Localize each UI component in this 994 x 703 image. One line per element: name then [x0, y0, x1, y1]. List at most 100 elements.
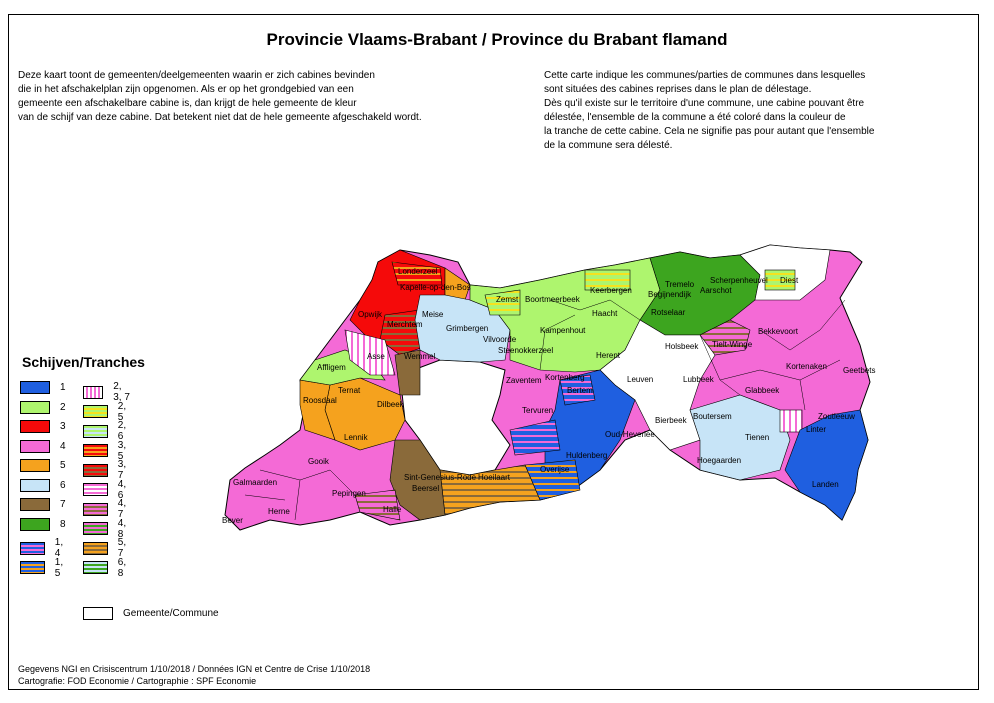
legend-item: 3, 5: [83, 440, 131, 462]
legend-label: 7: [60, 499, 66, 510]
legend-swatch: [20, 420, 50, 433]
place-label: Geetbets: [843, 366, 875, 375]
place-label: Zaventem: [506, 376, 542, 385]
legend-swatch: [83, 424, 108, 438]
place-label: Kortenaken: [786, 362, 827, 371]
legend-item: 8: [20, 517, 66, 531]
place-label: Beersel: [412, 484, 439, 493]
place-label: Merchtem: [387, 320, 423, 329]
place-label: Dilbeek: [377, 400, 405, 409]
region-leuven: [599, 319, 716, 451]
place-label: Tienen: [745, 433, 769, 442]
legend-swatch: [83, 463, 108, 477]
legend-item: 1: [20, 381, 66, 394]
legend-label: 4, 7: [117, 498, 127, 520]
legend-item: 4, 7: [83, 498, 131, 520]
place-label: Hoegaarden: [697, 456, 741, 465]
place-label: Bertem: [567, 386, 593, 395]
legend-label: 3, 5: [117, 439, 127, 462]
place-label: Halle: [383, 505, 402, 514]
place-label: Kampenhout: [540, 326, 586, 335]
legend-swatch: [20, 541, 45, 555]
legend-label: 3: [60, 421, 66, 432]
legend-swatch: [20, 498, 50, 511]
place-label: Haacht: [592, 309, 618, 318]
region-hoeilaart: [439, 464, 541, 516]
place-label: Aarschot: [700, 286, 732, 295]
legend-swatch: [20, 439, 50, 453]
legend-label: 6: [60, 479, 66, 491]
region-sint-genesius-rode: [389, 439, 446, 521]
legend-item: 4: [20, 439, 66, 453]
legend-label: 2, 5: [117, 400, 127, 423]
region-asse: [344, 329, 396, 376]
legend-item: 5, 7: [83, 537, 131, 559]
legend-item: 2: [20, 400, 66, 414]
legend-item: 6, 8: [83, 557, 131, 579]
place-label: Bekkevoort: [758, 327, 799, 336]
place-label: Zoutleeuw: [818, 412, 855, 421]
legend-label: 3, 7: [117, 459, 127, 481]
region-keerbergen-26: [584, 269, 631, 291]
place-label: Diest: [780, 276, 799, 285]
place-label: Linter: [806, 425, 826, 434]
legend-swatch: [20, 381, 50, 394]
legend-swatch: [83, 561, 108, 574]
map-frame: [8, 14, 979, 690]
legend-label: 1, 5: [54, 556, 64, 579]
place-label: Lennik: [344, 433, 369, 442]
place-label: Ternat: [338, 386, 361, 395]
place-label: Overijse: [540, 465, 570, 474]
place-label: Herent: [596, 351, 621, 360]
municipality-borders: [244, 299, 846, 521]
place-label: Grimbergen: [446, 324, 488, 333]
place-label: Pepingen: [332, 489, 366, 498]
place-label: Lubbeek: [683, 375, 715, 384]
place-label: Meise: [422, 310, 444, 319]
legend-item: 2, 5: [83, 401, 131, 423]
intro-text-nl: Deze kaart toont de gemeenten/deelgemeen…: [18, 70, 422, 123]
region-landen-zoutleeuw: [784, 409, 869, 521]
place-label: Leuven: [627, 375, 653, 384]
legend-item-commune: Gemeente/Commune: [83, 607, 219, 620]
legend-label: 4, 8: [117, 517, 127, 540]
region-zaventem-14: [509, 419, 561, 456]
legend-label-commune: Gemeente/Commune: [123, 608, 219, 619]
legend-item: 3: [20, 420, 66, 433]
legend-label: 8: [60, 518, 66, 530]
place-label: Roosdaal: [303, 396, 337, 405]
place-label: Sint-Genesius-Rode: [404, 473, 477, 482]
place-label: Kortenberg: [545, 373, 585, 382]
place-label: Steenokkerzeel: [498, 346, 553, 355]
legend-item: 1, 5: [20, 557, 68, 579]
region-zichem-68: [764, 269, 796, 291]
legend-item: 2, 6: [83, 420, 131, 442]
place-label: Boortmeerbeek: [525, 295, 581, 304]
place-label: Bierbeek: [655, 416, 688, 425]
legend-swatch: [20, 561, 45, 574]
region-northeast-green: [639, 251, 761, 336]
legend-item: 1, 4: [20, 537, 68, 559]
place-label: Glabbeek: [745, 386, 780, 395]
legend-swatch: [83, 405, 108, 418]
region-tienen: [689, 394, 791, 481]
map-title: Provincie Vlaams-Brabant / Province du B…: [266, 30, 728, 49]
legend-label: 1, 4: [54, 537, 64, 559]
place-label: Vilvoorde: [483, 335, 517, 344]
place-label: Tielt-Winge: [712, 340, 753, 349]
region-halle-47: [354, 489, 401, 521]
legend-item: 6: [20, 478, 66, 492]
place-label: Oud-Heverlee: [605, 430, 655, 439]
legend-swatch: [83, 522, 108, 535]
legend-swatch-commune: [83, 607, 113, 620]
legend-label: 4, 6: [117, 478, 127, 501]
legend-item: 2, 3, 7: [83, 381, 131, 403]
legend-item: 4, 8: [83, 518, 131, 540]
legend-swatch: [20, 478, 50, 492]
legend-label: 5: [60, 460, 66, 471]
place-label: Zemst: [496, 295, 519, 304]
place-label: Begijnendijk: [648, 290, 692, 299]
legend-swatch: [83, 483, 108, 496]
legend-swatch: [83, 444, 108, 457]
